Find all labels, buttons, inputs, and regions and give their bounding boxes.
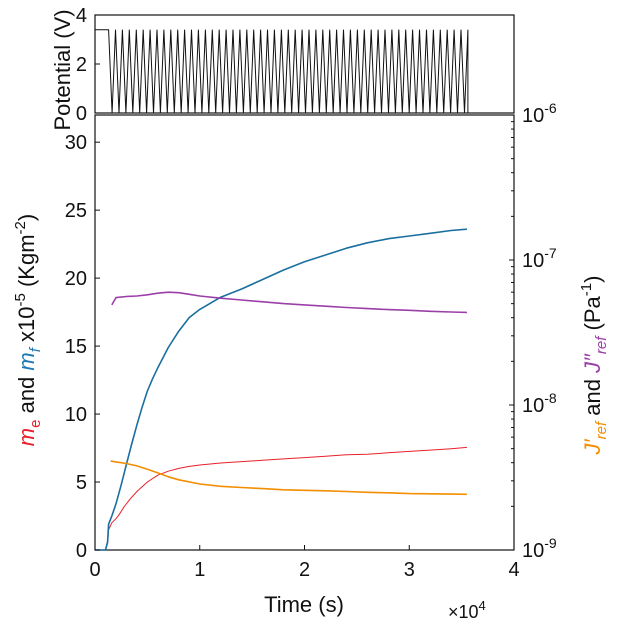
right-y-tick-power: -8 [544, 390, 557, 406]
right-y-ticks: 10-910-810-710-6 [509, 100, 557, 562]
axis-label-part: and [14, 371, 39, 420]
potential-axis-label: Potential (V) [50, 9, 75, 130]
axis-label-part: ) [14, 214, 39, 221]
main-axes-box [94, 114, 515, 551]
series-line-m_f [95, 228, 467, 551]
series-line-J_ref [111, 291, 467, 314]
right-y-tick-power: -6 [544, 100, 557, 116]
left-y-ticks: 0 5 10 15 20 25 30 [65, 132, 100, 562]
axis-label-part: m [14, 428, 39, 446]
axis-label-part: and [580, 373, 605, 422]
right-y-tick-label: 10-7 [522, 245, 557, 272]
axis-label-part: (Pa [580, 295, 605, 336]
right-y-tick-base: 10 [522, 250, 544, 272]
right-y-tick-base: 10 [522, 540, 544, 562]
x-ticks: 0 1 2 3 4 [89, 545, 520, 581]
x-exponent-power: 4 [479, 598, 486, 613]
left-y-tick-label: 0 [76, 540, 87, 562]
x-axis-exponent: ×104 [448, 598, 486, 622]
x-tick-label: 0 [89, 559, 100, 581]
potential-y-tick-label: 0 [76, 103, 87, 125]
axis-label-part: f [27, 346, 44, 352]
x-tick-label: 1 [194, 559, 205, 581]
axis-label-part: (Kgm [14, 234, 39, 293]
right-y-tick-power: -9 [544, 535, 557, 551]
axis-label-part: J″ [580, 353, 605, 374]
left-y-tick-label: 20 [65, 268, 87, 290]
right-y-tick-label: 10-9 [522, 535, 557, 562]
series-line-J_ref [110, 460, 467, 496]
series-layer [95, 228, 467, 551]
axis-label-part: -5 [12, 293, 29, 306]
axis-label-part: m [14, 352, 39, 370]
axis-label-part: ) [580, 276, 605, 283]
axis-label-part: x10 [14, 307, 39, 349]
right-y-tick-label: 10-8 [522, 390, 557, 417]
x-axis-label: Time (s) [264, 592, 344, 617]
axis-label-part: J′ [580, 438, 605, 455]
x-exponent-base: ×10 [448, 602, 479, 622]
right-y-tick-label: 10-6 [522, 100, 557, 127]
right-y-tick-base: 10 [522, 395, 544, 417]
right-y-tick-power: -7 [544, 245, 557, 261]
potential-panel: 0 2 4 Potential (V) [50, 5, 515, 131]
axis-label-part: ref [593, 335, 610, 354]
left-y-tick-label: 25 [65, 200, 87, 222]
left-y-tick-label: 30 [65, 132, 87, 154]
axis-label-part: -1 [578, 283, 595, 296]
series-line-m_e [95, 446, 467, 551]
axis-label-part: ref [593, 420, 610, 439]
axis-label-part: -2 [12, 221, 29, 234]
right-y-tick-base: 10 [522, 105, 544, 127]
potential-y-tick-label: 2 [76, 54, 87, 76]
potential-y-ticks: 0 2 4 [76, 5, 100, 125]
axis-label-part: e [27, 420, 44, 428]
potential-series-line [95, 29, 469, 114]
left-y-tick-label: 15 [65, 336, 87, 358]
x-tick-label: 3 [404, 559, 415, 581]
x-tick-label: 2 [299, 559, 310, 581]
left-y-tick-label: 5 [76, 472, 87, 494]
left-y-tick-label: 10 [65, 404, 87, 426]
potential-y-tick-label: 4 [76, 5, 87, 27]
right-axis-label: J′ref and J″ref (Pa-1) [578, 276, 610, 456]
left-axis-label: me and mf x10-5 (Kgm-2) [12, 214, 44, 446]
x-tick-label: 4 [508, 559, 519, 581]
